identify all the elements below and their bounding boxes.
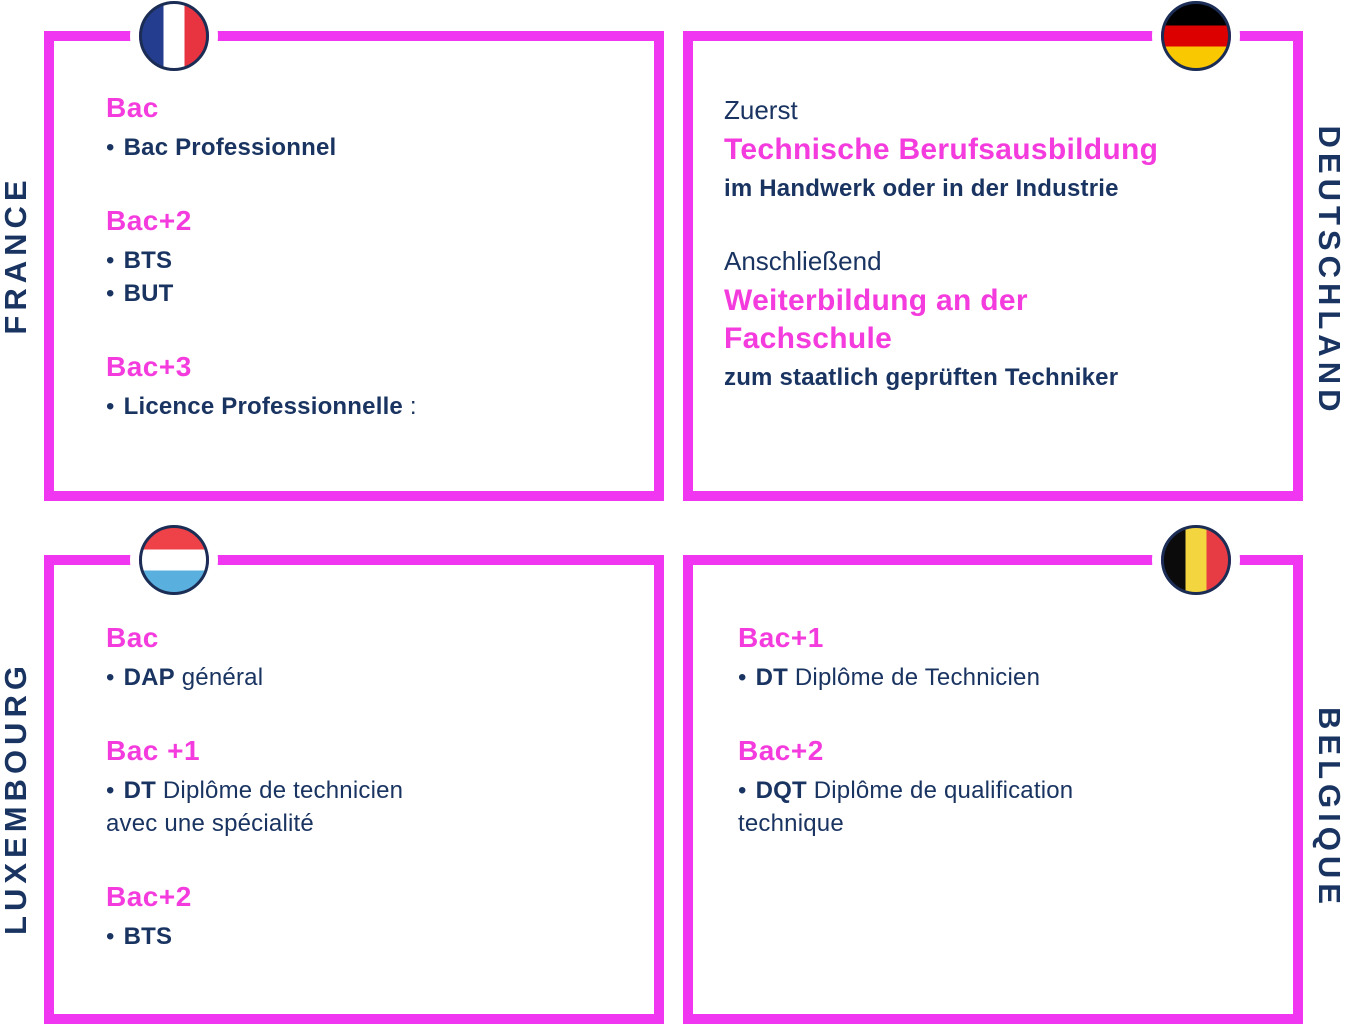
qualification-detail-wrap: avec une spécialité [106,810,314,837]
group-heading: Bac +1 [106,735,201,766]
deutschland-panel: Zuerst Technische Berufsausbildung im Ha… [683,31,1303,501]
group-heading: Bac [106,92,159,123]
qualification-name: DT [755,664,789,691]
france-panel: Bac • Bac Professionnel Bac+2 • BTS • BUT B… [44,31,664,501]
luxembourg-group-bac2: Bac+2 • BTS [106,882,620,953]
belgique-panel: Bac+1 • DT Diplôme de Technicien Bac+2 • D… [683,555,1303,1024]
belgique-group-bac1: Bac+1 • DT Diplôme de Technicien [738,623,1259,694]
qualification-item: • BTS [106,920,620,953]
qualification-name: Licence Professionnelle [123,393,403,420]
qualification-detail-wrap: technique [738,810,844,837]
group-heading: Bac+3 [106,351,192,382]
germany-flag-icon [1161,1,1231,71]
qualification-detail: Diplôme de technicien [156,777,404,804]
belgique-group-bac2: Bac+2 • DQT Diplôme de qualification techn… [738,736,1259,840]
qualification-detail: général [174,664,264,691]
deutschland-content: Zuerst Technische Berufsausbildung im Ha… [693,41,1293,393]
step-intro: Anschließend [724,246,882,276]
country-label-france: FRANCE [0,175,33,335]
group-heading: Bac+1 [738,622,824,653]
step-title: Technische Berufsausbildung [724,131,1267,169]
step-subtitle: zum staatlich geprüften Techniker [724,364,1119,391]
qualification-detail: Diplôme de Technicien [788,664,1041,691]
group-heading: Bac+2 [106,205,192,236]
step-subtitle: im Handwerk oder in der Industrie [724,175,1119,202]
luxembourg-content: Bac • DAP général Bac +1 • DT Diplôme de t… [54,565,654,953]
bullet-icon: • [106,923,115,950]
qualification-name: BTS [123,247,173,274]
step-title-line: Fachschule [724,322,893,355]
qualification-detail: : [402,393,417,420]
step-title-line: Weiterbildung an der [724,284,1028,317]
luxembourg-group-bac: Bac • DAP général [106,623,620,694]
country-label-deutschland: DEUTSCHLAND [1312,125,1347,417]
qualification-name: Bac Professionnel [123,134,337,161]
country-label-luxembourg: LUXEMBOURG [0,661,33,935]
luxembourg-group-bac1: Bac +1 • DT Diplôme de technicien avec une… [106,736,620,840]
qualification-name: BTS [123,923,173,950]
bullet-icon: • [106,247,115,274]
step-title: Weiterbildung an der Fachschule [724,282,1267,358]
bullet-icon: • [106,664,115,691]
qualification-name: DQT [755,777,807,804]
qualification-detail: Diplôme de qualification [806,777,1074,804]
qualification-item: • Licence Professionnelle : [106,390,620,423]
qualification-item: • DQT Diplôme de qualification technique [738,774,1259,840]
country-label-belgique: BELGIQUE [1312,707,1347,909]
belgique-content: Bac+1 • DT Diplôme de Technicien Bac+2 • D… [693,565,1293,840]
step-intro: Zuerst [724,95,798,125]
qualification-item: • DT Diplôme de technicien avec une spécia… [106,774,620,840]
step-title-line: Technische Berufsausbildung [724,133,1159,166]
bullet-icon: • [738,664,747,691]
qualification-item: • DT Diplôme de Technicien [738,661,1259,694]
deutschland-group-weiterbildung: Anschließend Weiterbildung an der Fachsch… [724,246,1267,393]
france-group-bac: Bac • Bac Professionnel [106,93,620,164]
bullet-icon: • [106,777,115,804]
group-heading: Bac+2 [106,881,192,912]
group-heading: Bac [106,622,159,653]
france-content: Bac • Bac Professionnel Bac+2 • BTS • BUT B… [54,41,654,423]
bullet-icon: • [106,393,115,420]
france-group-bac2: Bac+2 • BTS • BUT [106,206,620,310]
france-group-bac3: Bac+3 • Licence Professionnelle : [106,352,620,423]
luxembourg-panel: Bac • DAP général Bac +1 • DT Diplôme de t… [44,555,664,1024]
bullet-icon: • [106,280,115,307]
group-heading: Bac+2 [738,735,824,766]
luxembourg-flag-icon [139,525,209,595]
qualification-item: • BUT [106,277,620,310]
bullet-icon: • [106,134,115,161]
qualification-name: BUT [123,280,174,307]
qualification-item: • BTS [106,244,620,277]
france-flag-icon [139,1,209,71]
qualification-item: • DAP général [106,661,620,694]
bullet-icon: • [738,777,747,804]
qualification-name: DT [123,777,157,804]
qualification-item: • Bac Professionnel [106,131,620,164]
belgium-flag-icon [1161,525,1231,595]
qualification-name: DAP [123,664,175,691]
deutschland-group-ausbildung: Zuerst Technische Berufsausbildung im Ha… [724,95,1267,204]
